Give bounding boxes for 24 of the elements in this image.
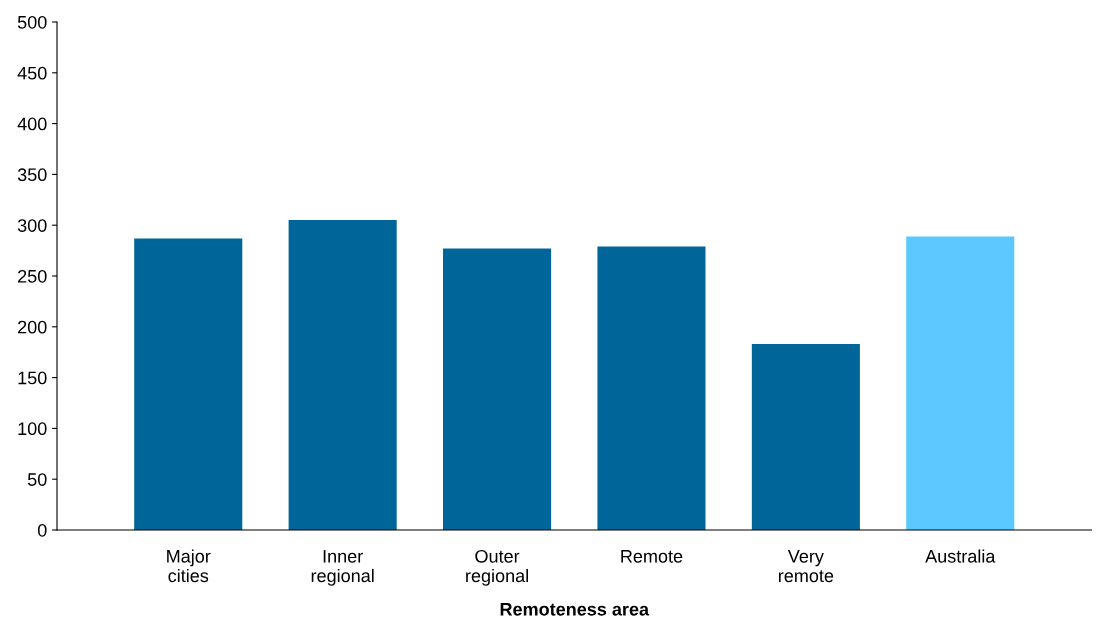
y-tick-label: 400	[17, 117, 47, 131]
x-tick-label: Australia	[925, 549, 996, 563]
bar	[751, 344, 860, 530]
bar	[906, 236, 1015, 530]
y-tick-label: 50	[27, 473, 47, 486]
x-tick-label: Outer regional	[466, 549, 528, 586]
bar	[597, 246, 706, 530]
y-tick-label: 450	[17, 66, 47, 80]
bar	[134, 238, 243, 530]
x-tick-label: Very remote	[778, 550, 834, 583]
y-tick-label: 100	[18, 422, 47, 436]
bar	[443, 248, 552, 530]
y-tick-label: 500	[17, 15, 47, 29]
x-tick-label: Inner regional	[311, 550, 374, 586]
y-tick-label: 0	[37, 523, 47, 537]
y-tick-label: 200	[18, 320, 47, 334]
x-tick-label: Major cities	[167, 549, 211, 583]
y-tick-label: 250	[18, 269, 47, 283]
y-tick-label: 300	[17, 219, 47, 232]
bar	[288, 220, 397, 530]
y-tick-label: 350	[17, 168, 47, 182]
y-tick-label: 150	[18, 371, 47, 385]
x-tick-label: Remote	[621, 550, 683, 563]
x-axis-title: Remoteness area	[500, 603, 650, 616]
